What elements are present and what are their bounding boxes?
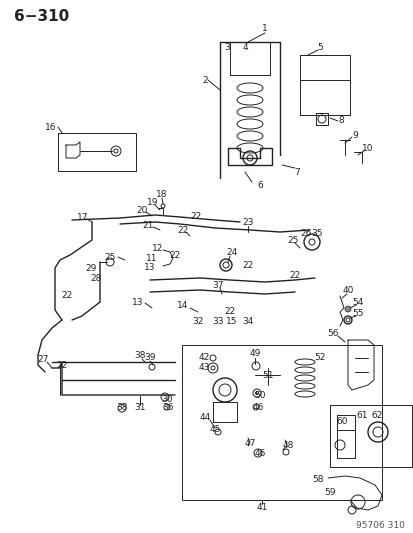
Text: 12: 12 — [152, 244, 163, 253]
Text: 45: 45 — [209, 425, 220, 434]
Text: 5: 5 — [316, 43, 322, 52]
Text: 23: 23 — [242, 217, 253, 227]
Text: 34: 34 — [242, 318, 253, 327]
Text: 60: 60 — [335, 417, 347, 426]
Text: 22: 22 — [242, 261, 253, 270]
Text: 19: 19 — [147, 198, 158, 206]
Text: 36: 36 — [162, 403, 173, 413]
Text: 26: 26 — [299, 229, 311, 238]
Text: 37: 37 — [212, 280, 223, 289]
Text: 61: 61 — [356, 410, 367, 419]
Bar — [58, 133, 136, 171]
Text: 25: 25 — [104, 253, 116, 262]
Text: 33: 33 — [212, 318, 223, 327]
Text: 41: 41 — [256, 504, 267, 513]
Text: 17: 17 — [77, 213, 88, 222]
Text: 22: 22 — [169, 251, 180, 260]
Text: 35: 35 — [311, 229, 322, 238]
Text: 22: 22 — [61, 290, 72, 300]
Bar — [329, 405, 411, 467]
Text: 43: 43 — [198, 364, 209, 373]
Text: 39: 39 — [144, 353, 155, 362]
Text: 16: 16 — [44, 123, 56, 132]
Text: 6−310: 6−310 — [14, 9, 69, 23]
Text: 6: 6 — [256, 181, 262, 190]
Text: 31: 31 — [134, 403, 145, 413]
Text: 22: 22 — [190, 212, 201, 221]
Text: 2: 2 — [202, 76, 207, 85]
Text: 40: 40 — [342, 286, 353, 295]
Text: 25: 25 — [287, 236, 298, 245]
Text: 56: 56 — [326, 328, 338, 337]
Text: 18: 18 — [156, 190, 167, 198]
Text: 38: 38 — [116, 403, 128, 413]
Text: 42: 42 — [198, 353, 209, 362]
Circle shape — [344, 306, 350, 312]
Text: 22: 22 — [177, 225, 188, 235]
Text: 8: 8 — [337, 116, 343, 125]
Text: 22: 22 — [56, 360, 67, 369]
Text: 15: 15 — [225, 318, 237, 327]
Text: 54: 54 — [351, 297, 363, 306]
Text: 29: 29 — [85, 263, 97, 272]
Text: 14: 14 — [176, 301, 188, 310]
Text: 10: 10 — [361, 143, 373, 152]
Text: 55: 55 — [351, 309, 363, 318]
Text: 21: 21 — [142, 221, 153, 230]
Text: 49: 49 — [249, 349, 260, 358]
Text: 95706 310: 95706 310 — [355, 521, 404, 530]
Text: 52: 52 — [313, 352, 325, 361]
Text: 27: 27 — [37, 356, 49, 365]
Text: 7: 7 — [293, 167, 299, 176]
Text: 47: 47 — [244, 439, 255, 448]
Text: 58: 58 — [311, 475, 323, 484]
Text: 1: 1 — [261, 23, 267, 33]
Text: 59: 59 — [323, 489, 335, 497]
Text: 51: 51 — [261, 370, 273, 379]
Text: 46: 46 — [252, 403, 263, 413]
Text: 50: 50 — [254, 391, 265, 400]
Text: 44: 44 — [199, 414, 210, 423]
Text: 22: 22 — [224, 308, 235, 317]
Text: 11: 11 — [146, 254, 157, 262]
Text: 4: 4 — [242, 43, 247, 52]
Text: 28: 28 — [90, 273, 102, 282]
Text: 38: 38 — [134, 351, 145, 360]
Text: 24: 24 — [226, 247, 237, 256]
Text: 22: 22 — [289, 271, 300, 279]
Text: 9: 9 — [351, 131, 357, 140]
Text: 13: 13 — [131, 297, 142, 306]
Text: 30: 30 — [161, 395, 172, 405]
Text: 13: 13 — [144, 262, 155, 271]
Text: 62: 62 — [370, 410, 382, 419]
Text: 46: 46 — [254, 448, 265, 457]
Bar — [182, 345, 381, 500]
Text: 32: 32 — [192, 318, 203, 327]
Text: 20: 20 — [136, 206, 147, 214]
Text: 3: 3 — [223, 43, 229, 52]
Text: 48: 48 — [282, 440, 293, 449]
